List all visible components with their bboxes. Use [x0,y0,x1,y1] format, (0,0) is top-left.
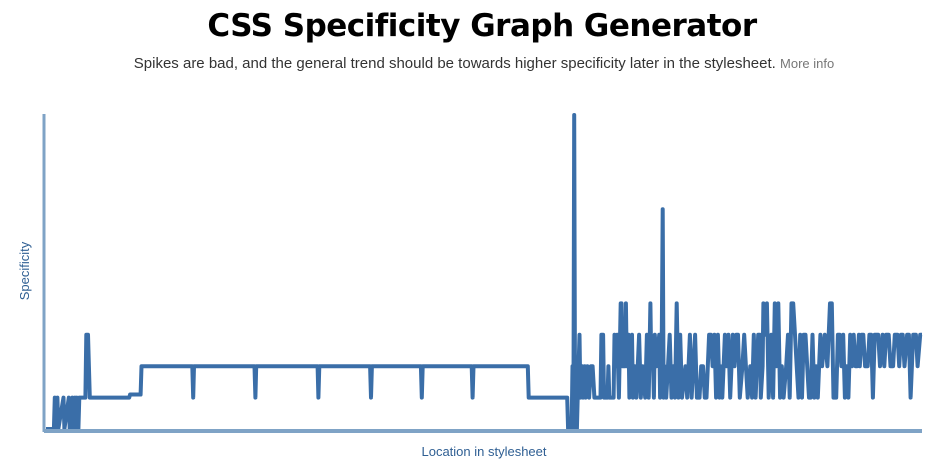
series-line [46,113,923,431]
page-subtitle: Spikes are bad, and the general trend sh… [0,55,948,72]
x-axis-label: Location in stylesheet [421,444,546,459]
page-title: CSS Specificity Graph Generator [207,8,757,44]
y-axis-label: Specificity [17,241,32,300]
more-info-link[interactable]: More info [780,56,835,71]
subtitle-text: Spikes are bad, and the general trend sh… [133,55,776,72]
